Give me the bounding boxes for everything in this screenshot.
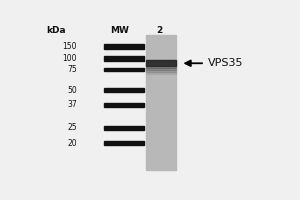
Bar [104,44,145,49]
Text: 100: 100 [62,54,77,63]
Bar [146,60,176,66]
Text: 2: 2 [156,26,163,35]
Text: MW: MW [111,26,130,35]
Text: VPS35: VPS35 [208,58,244,68]
Text: 150: 150 [62,42,77,51]
Bar [104,68,145,71]
Bar [104,56,145,61]
Bar [146,72,176,74]
Bar [146,68,176,70]
Bar [104,88,145,92]
Text: kDa: kDa [46,26,66,35]
Bar [146,66,176,68]
Text: 25: 25 [68,123,77,132]
Text: 50: 50 [67,86,77,95]
Text: 37: 37 [67,100,77,109]
Bar [104,103,145,107]
Bar [146,70,176,72]
Bar [104,126,145,130]
Bar [146,35,176,170]
Text: 75: 75 [67,65,77,74]
Bar [104,141,145,145]
Text: 20: 20 [68,139,77,148]
Bar [146,73,176,75]
